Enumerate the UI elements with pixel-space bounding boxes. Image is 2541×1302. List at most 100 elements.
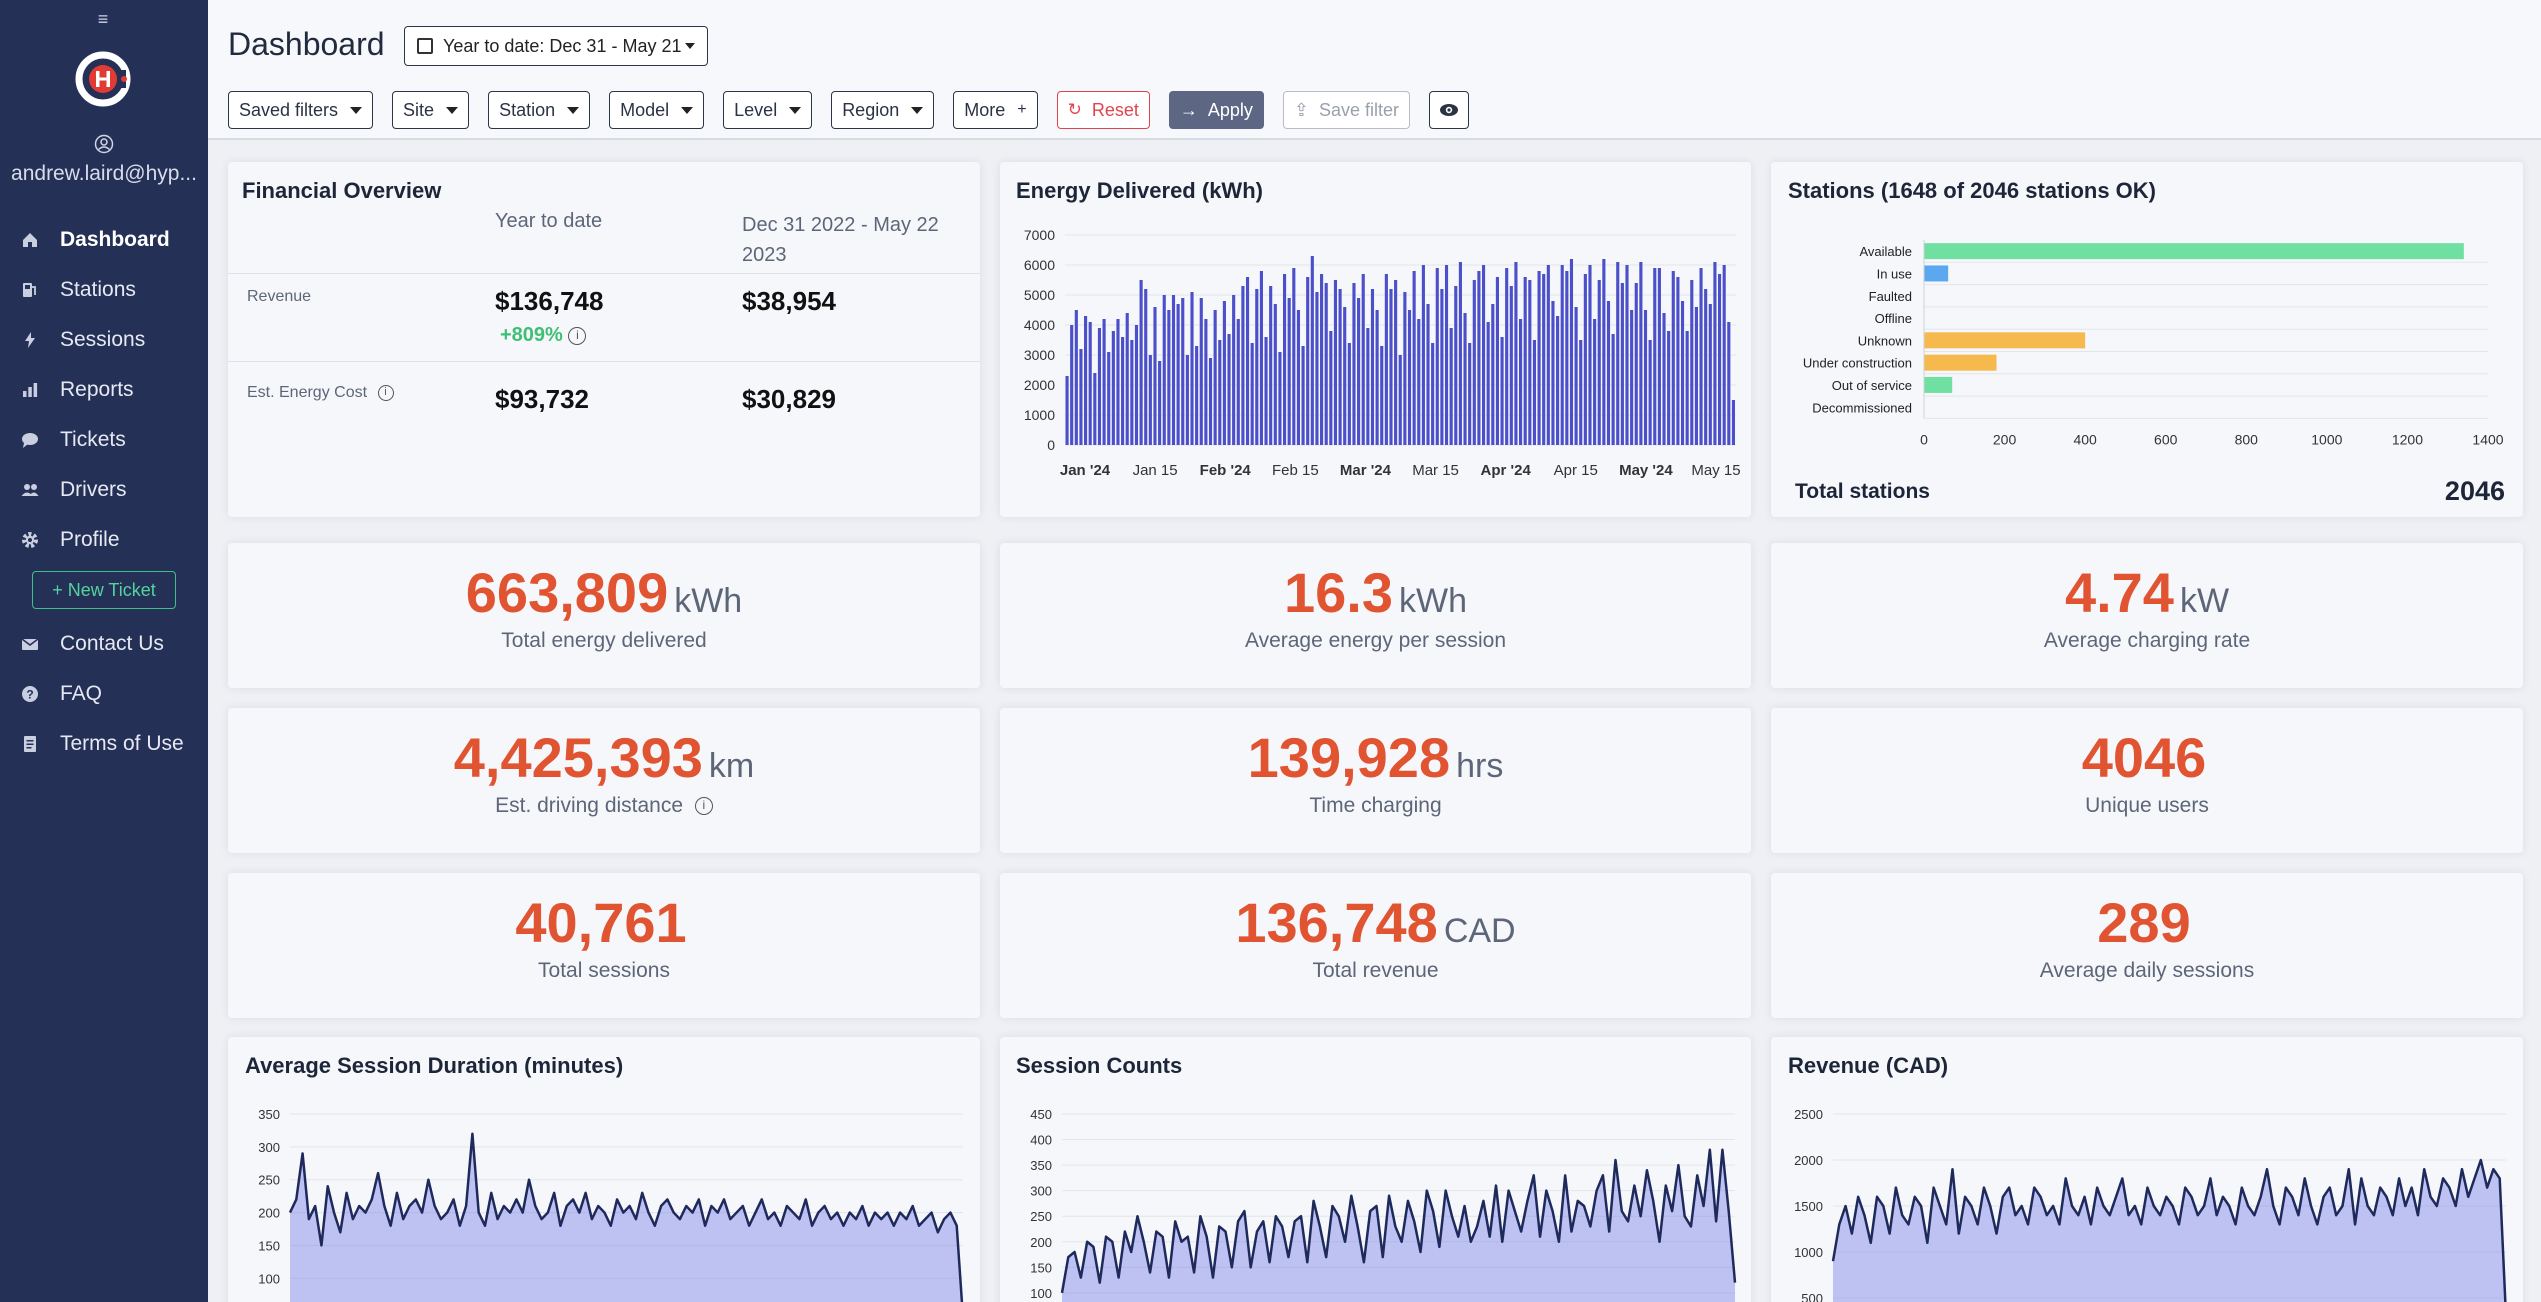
bar	[1273, 304, 1277, 445]
y-tick-label: 4000	[1024, 317, 1055, 333]
bar	[1222, 301, 1226, 445]
bar	[1514, 262, 1518, 445]
nav-item-drivers[interactable]: Drivers	[0, 465, 208, 515]
nav-item-reports[interactable]: Reports	[0, 365, 208, 415]
bar	[1454, 286, 1458, 445]
series-line	[1060, 1148, 1737, 1294]
more-filters-button[interactable]: More +	[953, 91, 1038, 129]
bar	[1630, 310, 1634, 445]
date-range-dropdown[interactable]: Year to date: Dec 31 - May 21	[404, 26, 709, 66]
y-tick-label: 200	[258, 1206, 280, 1221]
nav-item-terms-of-use[interactable]: Terms of Use	[0, 719, 208, 769]
bar	[1232, 295, 1236, 445]
save-filter-button[interactable]: ⇪ Save filter	[1282, 91, 1411, 129]
svg-text:?: ?	[26, 688, 33, 702]
nav-item-stations[interactable]: Stations	[0, 265, 208, 315]
kpi-value: 663,809	[465, 561, 669, 624]
bar	[1717, 274, 1722, 445]
saved-filters-dropdown[interactable]: Saved filters	[228, 91, 374, 129]
stations-title: Stations (1648 of 2046 stations OK)	[1788, 178, 2156, 203]
site-filter-dropdown[interactable]: Site	[392, 91, 470, 129]
bar	[1713, 262, 1717, 445]
bar	[1403, 292, 1407, 445]
revenue-chart-title: Revenue (CAD)	[1788, 1053, 1949, 1078]
bar	[1306, 277, 1310, 445]
x-tick-label: 200	[1993, 431, 2017, 447]
y-tick-label: 250	[1030, 1209, 1052, 1224]
filter-label: Model	[620, 99, 670, 120]
series-area	[290, 1133, 962, 1302]
logo[interactable]	[74, 50, 132, 108]
x-tick-label: May '24	[1619, 462, 1673, 479]
user-email[interactable]: andrew.laird@hyp...	[11, 162, 197, 185]
bar	[1643, 310, 1648, 445]
nav-item-tickets[interactable]: Tickets	[0, 415, 208, 465]
info-icon[interactable]: i	[568, 326, 587, 345]
bar	[1269, 286, 1273, 445]
y-tick-label: 2000	[1794, 1153, 1823, 1168]
bar	[1107, 352, 1111, 445]
filter-label: Saved filters	[239, 99, 339, 120]
home-icon	[20, 230, 40, 250]
plus-icon: +	[1017, 101, 1027, 118]
bar	[1731, 400, 1735, 445]
bar	[1657, 268, 1661, 445]
bar	[1125, 313, 1129, 445]
x-tick-label: May 15	[1691, 462, 1740, 479]
hamburger-menu-icon[interactable]: ≡	[97, 9, 109, 29]
bar	[1111, 331, 1115, 445]
bar	[1366, 328, 1370, 445]
session-counts-title: Session Counts	[1016, 1053, 1183, 1078]
nav-item-faq[interactable]: ? FAQ	[0, 669, 208, 719]
model-filter-dropdown[interactable]: Model	[609, 91, 705, 129]
bar	[1565, 271, 1569, 445]
visibility-toggle-button[interactable]	[1429, 91, 1470, 129]
apply-button[interactable]: → Apply	[1168, 91, 1264, 129]
info-icon[interactable]: i	[377, 384, 394, 401]
new-ticket-button[interactable]: + New Ticket	[32, 571, 176, 609]
caret-down-icon	[789, 106, 802, 114]
bar	[1380, 346, 1384, 445]
series-area	[1062, 1149, 1735, 1302]
nav-item-sessions[interactable]: Sessions	[0, 315, 208, 365]
nav-item-dashboard[interactable]: Dashboard	[0, 215, 208, 265]
nav-item-profile[interactable]: Profile	[0, 515, 208, 565]
bar	[1407, 310, 1412, 445]
kpi-value: 16.3	[1284, 561, 1393, 624]
x-tick-label: 1400	[2472, 431, 2503, 447]
category-label: In use	[1877, 266, 1912, 281]
level-filter-dropdown[interactable]: Level	[723, 91, 813, 129]
filter-label: Site	[403, 99, 435, 120]
bar	[1199, 298, 1203, 445]
reset-button[interactable]: ↻ Reset	[1056, 91, 1150, 129]
arrow-right-icon: →	[1179, 99, 1198, 120]
kpi-unit: CAD	[1443, 912, 1516, 950]
nav-label: Dashboard	[60, 228, 170, 251]
revenue-chart-card: Revenue (CAD) 05001000150020002500	[1771, 1037, 2523, 1302]
y-tick-label: 1500	[1794, 1199, 1823, 1214]
info-icon[interactable]: i	[694, 797, 713, 816]
bar	[1690, 280, 1694, 445]
nav-item-contact-us[interactable]: Contact Us	[0, 619, 208, 669]
bar	[1560, 265, 1564, 445]
bar	[1532, 340, 1537, 445]
energy-cost-text: Est. Energy Cost	[247, 384, 368, 401]
bar	[1384, 274, 1388, 445]
nav-label: Sessions	[60, 328, 146, 351]
nav-label: Reports	[60, 378, 134, 401]
kpi-unit: hrs	[1456, 747, 1504, 785]
nav-label: Drivers	[60, 478, 127, 501]
bar	[1509, 286, 1513, 445]
save-filter-label: Save filter	[1319, 99, 1400, 120]
kpi-label: Average energy per session	[1244, 629, 1507, 652]
bar	[1144, 289, 1148, 445]
reset-label: Reset	[1091, 99, 1139, 120]
kpi-unit: kWh	[674, 582, 743, 620]
energy-delivered-chart: 0 1000 2000 3000 4000 5000 6000 7000 Jan '24 Jan …	[1024, 227, 1741, 479]
region-filter-dropdown[interactable]: Region	[831, 91, 935, 129]
station-filter-dropdown[interactable]: Station	[488, 91, 591, 129]
bar	[1088, 322, 1092, 445]
category-label: Under construction	[1803, 356, 1912, 371]
session-duration-card: Average Session Duration (minutes) 05010…	[228, 1037, 980, 1302]
y-tick-label: 400	[1030, 1133, 1052, 1148]
